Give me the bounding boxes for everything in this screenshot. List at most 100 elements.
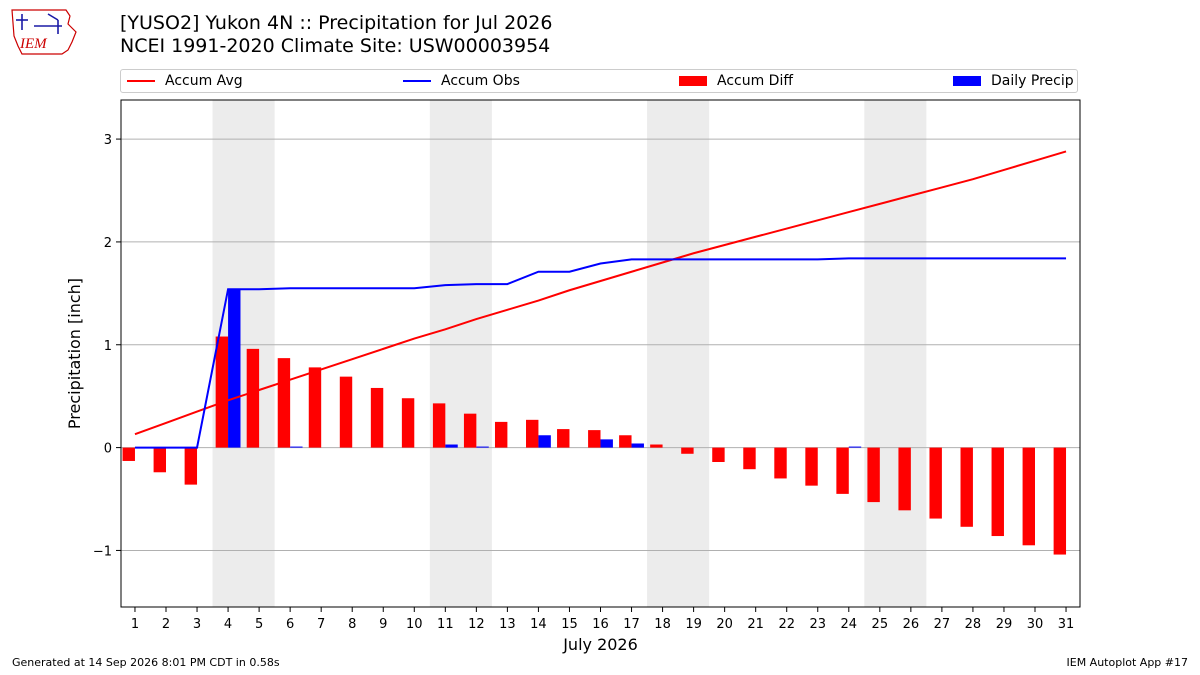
legend: Accum Avg Accum Obs Accum Diff Daily Pre… — [120, 69, 1078, 93]
accum-diff-bar — [494, 421, 508, 448]
weekend-band — [864, 100, 927, 607]
legend-label: Accum Obs — [441, 73, 520, 89]
app-label: IEM Autoplot App #17 — [1066, 656, 1189, 669]
accum-diff-bar — [588, 430, 601, 448]
accum-diff-bar — [743, 447, 756, 470]
daily-precip-bar — [631, 443, 644, 448]
x-tick-label: 16 — [592, 617, 609, 632]
accum-diff-bar — [898, 447, 911, 511]
accum-diff-bar — [681, 447, 694, 454]
x-tick-label: 10 — [406, 617, 423, 632]
x-tick-label: 4 — [224, 617, 232, 632]
accum-diff-bar — [339, 376, 353, 448]
x-tick-label: 22 — [778, 617, 795, 632]
accum-diff-bar — [526, 419, 539, 448]
x-tick-label: 6 — [286, 617, 294, 632]
x-tick-label: 5 — [255, 617, 263, 632]
x-tick-label: 12 — [468, 617, 485, 632]
x-tick-label: 14 — [530, 617, 547, 632]
x-tick-label: 1 — [131, 617, 139, 632]
legend-label: Daily Precip — [991, 73, 1074, 89]
x-tick-label: 25 — [872, 617, 889, 632]
daily-precip-bar — [228, 289, 241, 448]
legend-label: Accum Diff — [717, 73, 794, 89]
x-tick-label: 26 — [903, 617, 920, 632]
accum-diff-bar — [712, 447, 725, 462]
legend-item-accum-diff: Accum Diff — [679, 73, 793, 91]
accum-diff-bar — [463, 413, 477, 448]
x-tick-label: 28 — [965, 617, 982, 632]
weekend-band — [429, 100, 492, 607]
x-tick-label: 18 — [654, 617, 671, 632]
daily-precip-bar — [848, 446, 862, 448]
y-tick-label: 2 — [104, 236, 112, 251]
accum-diff-bar — [246, 348, 260, 448]
accum-diff-bar — [308, 367, 322, 448]
legend-swatch — [403, 80, 431, 82]
accum-diff-bar — [1053, 447, 1067, 555]
legend-label: Accum Avg — [165, 73, 243, 89]
accum-diff-bar — [215, 336, 229, 448]
accum-obs-line — [134, 257, 1067, 449]
weather-instrument-icon — [16, 13, 62, 34]
title-line-1: [YUSO2] Yukon 4N :: Precipitation for Ju… — [120, 12, 553, 34]
accum-diff-bar — [122, 447, 135, 461]
weekend-band — [647, 100, 710, 607]
daily-precip-bar — [600, 439, 613, 448]
daily-precip-bar — [445, 444, 458, 448]
accum-diff-bar — [774, 447, 787, 479]
legend-swatch — [953, 76, 981, 86]
accum-diff-bar — [836, 447, 849, 494]
x-tick-label: 8 — [348, 617, 356, 632]
accum-diff-bar — [153, 447, 167, 473]
accum-avg-line — [134, 150, 1067, 436]
x-tick-label: 20 — [716, 617, 733, 632]
iowa-outline-shape — [11, 9, 77, 55]
y-tick-label: −1 — [93, 544, 112, 559]
x-tick-label: 31 — [1058, 617, 1075, 632]
accum-diff-bar — [401, 398, 415, 448]
legend-item-accum-obs: Accum Obs — [403, 73, 520, 91]
legend-swatch — [679, 76, 707, 86]
generated-timestamp: Generated at 14 Sep 2026 8:01 PM CDT in … — [12, 656, 280, 669]
title-line-2: NCEI 1991-2020 Climate Site: USW00003954 — [120, 35, 551, 57]
accum-diff-bar — [991, 447, 1004, 537]
accum-diff-bar — [619, 435, 632, 448]
accum-diff-bar — [960, 447, 973, 527]
logo-text: IEM — [19, 36, 48, 52]
accum-diff-bar — [557, 429, 570, 448]
x-tick-label: 29 — [996, 617, 1013, 632]
accum-diff-bar — [929, 447, 942, 519]
legend-item-daily-precip: Daily Precip — [953, 73, 1074, 91]
chart-title: [YUSO2] Yukon 4N :: Precipitation for Ju… — [120, 12, 552, 58]
y-tick-label: 3 — [104, 133, 112, 148]
daily-precip-bar — [290, 446, 303, 448]
x-tick-label: 23 — [809, 617, 826, 632]
x-tick-label: 27 — [934, 617, 951, 632]
x-axis-label: July 2026 — [562, 635, 638, 654]
y-tick-label: 0 — [104, 442, 112, 457]
accum-diff-bar — [1022, 447, 1035, 546]
x-tick-label: 24 — [841, 617, 858, 632]
x-tick-label: 11 — [437, 617, 454, 632]
x-tick-label: 3 — [193, 617, 201, 632]
daily-precip-bar — [538, 435, 551, 448]
x-tick-label: 13 — [499, 617, 516, 632]
y-tick-label: 1 — [104, 339, 112, 354]
x-tick-label: 2 — [162, 617, 170, 632]
x-tick-label: 21 — [747, 617, 764, 632]
x-tick-label: 17 — [623, 617, 640, 632]
accum-diff-bar — [650, 444, 663, 448]
daily-precip-bar — [476, 446, 489, 448]
accum-diff-bar — [277, 358, 291, 448]
x-tick-label: 19 — [685, 617, 702, 632]
y-axis-label: Precipitation [inch] — [65, 278, 84, 429]
legend-item-accum-avg: Accum Avg — [127, 73, 243, 91]
x-tick-label: 30 — [1027, 617, 1044, 632]
x-tick-label: 7 — [317, 617, 325, 632]
x-tick-label: 9 — [379, 617, 387, 632]
accum-diff-bar — [370, 387, 384, 448]
accum-diff-bar — [805, 447, 818, 486]
accum-diff-bar — [867, 447, 880, 503]
